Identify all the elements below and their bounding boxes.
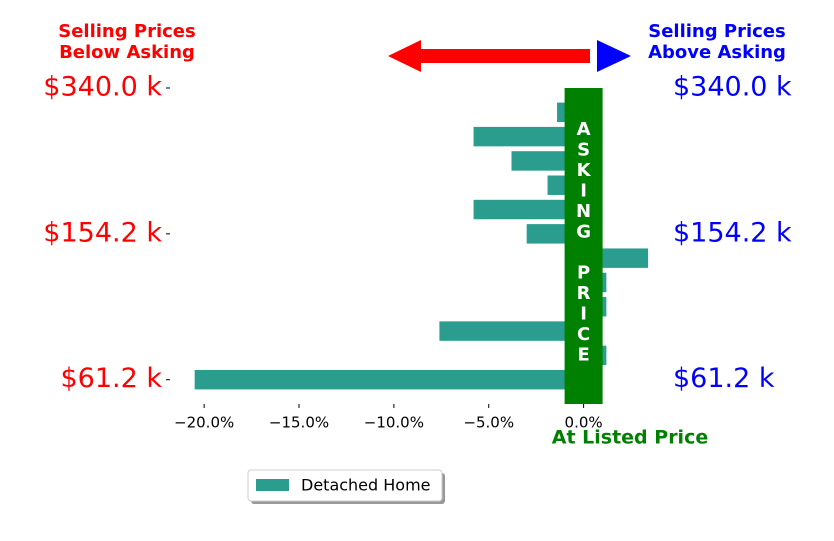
title: Selling Prices Above Asking	[648, 21, 786, 63]
y2-tick-label: $61.2 k	[673, 363, 775, 394]
y2-tick-label: $340.0 k	[673, 72, 792, 103]
asking-price-box	[564, 88, 603, 404]
y-tick-label: $61.2 k	[60, 363, 162, 394]
legend-swatch	[256, 479, 289, 491]
title: Selling Prices Below Asking	[58, 21, 195, 63]
bar	[194, 369, 584, 390]
left-arrow	[388, 40, 590, 72]
legend-label: Detached Home	[301, 476, 431, 495]
bar	[473, 199, 584, 220]
right-arrow	[597, 40, 631, 72]
x-tick-label: −15.0%	[269, 414, 329, 432]
y-tick-label: $340.0 k	[43, 72, 162, 103]
bar	[473, 126, 584, 147]
y-tick-label: $154.2 k	[43, 217, 162, 248]
x-tick-label: −20.0%	[174, 414, 234, 432]
y2-tick-label: $154.2 k	[673, 217, 792, 248]
x-annotation: At Listed Price	[552, 427, 708, 449]
bar	[439, 321, 584, 341]
x-tick-label: 0.0%	[565, 414, 603, 432]
legend-box	[247, 469, 443, 502]
x-tick-label: −10.0%	[364, 414, 424, 432]
x-tick-label: −5.0%	[463, 414, 514, 432]
